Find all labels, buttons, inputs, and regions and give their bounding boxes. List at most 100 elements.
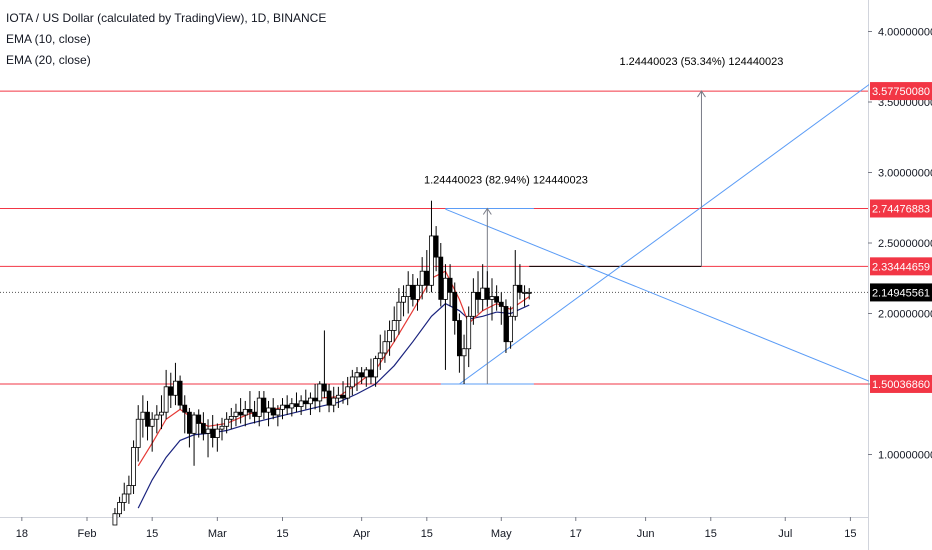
candle-body	[149, 418, 155, 427]
candle-body	[159, 411, 164, 416]
ema10-legend: EMA (10, close)	[6, 32, 91, 46]
candle-body	[363, 369, 369, 378]
level-price-text: 2.33444659	[872, 261, 930, 273]
candle-body	[131, 447, 136, 486]
candle-body	[401, 296, 406, 303]
candle-body	[224, 418, 230, 427]
candle-body	[494, 296, 500, 303]
candle-body	[294, 403, 299, 407]
y-axis-tick-label: 1.00000000	[878, 450, 932, 462]
candle-body	[489, 296, 495, 300]
candle-body	[443, 277, 448, 300]
candle-body	[335, 394, 341, 399]
candle-body	[456, 320, 462, 357]
candle-body	[303, 400, 309, 405]
x-axis-tick-label: 15	[421, 528, 433, 540]
candle-body	[508, 315, 514, 343]
symbol-title: IOTA / US Dollar (calculated by TradingV…	[6, 11, 327, 25]
candle-body	[526, 291, 532, 294]
x-axis-tick-label: 17	[570, 528, 582, 540]
candle-body	[368, 369, 374, 378]
x-axis-tick-label: Jun	[637, 528, 655, 540]
candle-body	[312, 397, 318, 402]
candle-body	[373, 358, 379, 378]
level-price-label	[870, 257, 932, 276]
x-axis-tick-label: 18	[16, 528, 28, 540]
candle-body	[182, 404, 188, 413]
candle-body	[233, 411, 239, 417]
candle-body	[345, 386, 351, 399]
candle-body	[405, 284, 411, 297]
candle-body	[205, 428, 211, 434]
candle-body	[247, 408, 253, 413]
candle-body	[270, 407, 276, 416]
candle-body	[438, 256, 444, 300]
candle-body	[326, 390, 332, 406]
candle-body	[484, 287, 490, 300]
candle-body	[163, 386, 169, 413]
candle-body	[219, 425, 225, 430]
candle-body	[322, 383, 327, 392]
y-axis-tick-label: 4.00000000	[878, 27, 932, 39]
candle-body	[340, 394, 346, 399]
candle-body	[126, 485, 132, 495]
candle-body	[177, 380, 183, 406]
y-axis-tick-label: 3.00000000	[878, 168, 932, 180]
candle-body	[284, 404, 290, 409]
measure-arrowhead	[482, 207, 492, 215]
x-axis-tick-label: Feb	[78, 528, 97, 540]
plot-area	[0, 0, 868, 517]
chart-legend: IOTA / US Dollar (calculated by TradingV…	[6, 8, 326, 71]
candle-body	[214, 428, 220, 438]
candle-body	[112, 513, 118, 526]
candle-body	[447, 277, 453, 293]
candle-body	[275, 408, 281, 416]
candle-body	[191, 414, 197, 434]
candle-body	[154, 414, 160, 420]
x-axis-tick-label: 15	[705, 528, 717, 540]
candle-body	[261, 397, 267, 413]
candle-body	[461, 348, 467, 357]
x-axis-tick-label: 15	[146, 528, 158, 540]
trend-line[interactable]	[459, 70, 888, 385]
x-axis-tick-label: Jul	[778, 528, 792, 540]
measure-label: 1.24440023 (82.94%) 124440023	[424, 174, 588, 186]
candle-body	[280, 404, 285, 410]
x-axis-tick-label: Apr	[353, 528, 370, 540]
ema20-legend: EMA (20, close)	[6, 53, 91, 67]
candle-body	[391, 320, 397, 331]
candle-body	[503, 306, 509, 343]
candle-body	[429, 235, 434, 286]
x-axis-tick-label: 15	[844, 528, 856, 540]
candle-body	[210, 428, 216, 438]
measure-label: 1.24440023 (53.34%) 124440023	[619, 56, 783, 68]
candle-body	[238, 411, 244, 416]
level-price-text: 2.74476883	[872, 203, 930, 215]
trend-line[interactable]	[445, 208, 884, 388]
y-axis-tick-label: 2.50000000	[878, 238, 932, 250]
candle-body	[187, 411, 192, 434]
candle-body	[433, 235, 439, 258]
candle-body	[475, 291, 481, 300]
level-price-label	[870, 82, 932, 101]
current-price-label	[870, 283, 932, 302]
candle-body	[419, 270, 425, 286]
candle-body	[298, 400, 304, 407]
x-axis-tick-label: Mar	[208, 528, 227, 540]
candle-body	[387, 330, 392, 343]
candle-body	[410, 284, 416, 300]
candle-body	[452, 291, 458, 321]
candle-body	[331, 397, 337, 406]
candle-body	[252, 411, 257, 417]
candle-body	[196, 414, 202, 424]
candle-body	[242, 408, 248, 416]
level-price-text: 1.50036860	[872, 379, 930, 391]
level-price-label	[870, 199, 932, 218]
candle-body	[256, 397, 262, 417]
measure-arrowhead	[697, 90, 706, 98]
current-price-text: 2.14945561	[872, 287, 930, 299]
candle-body	[140, 411, 146, 420]
candle-body	[349, 376, 355, 388]
candle-body	[121, 493, 127, 503]
